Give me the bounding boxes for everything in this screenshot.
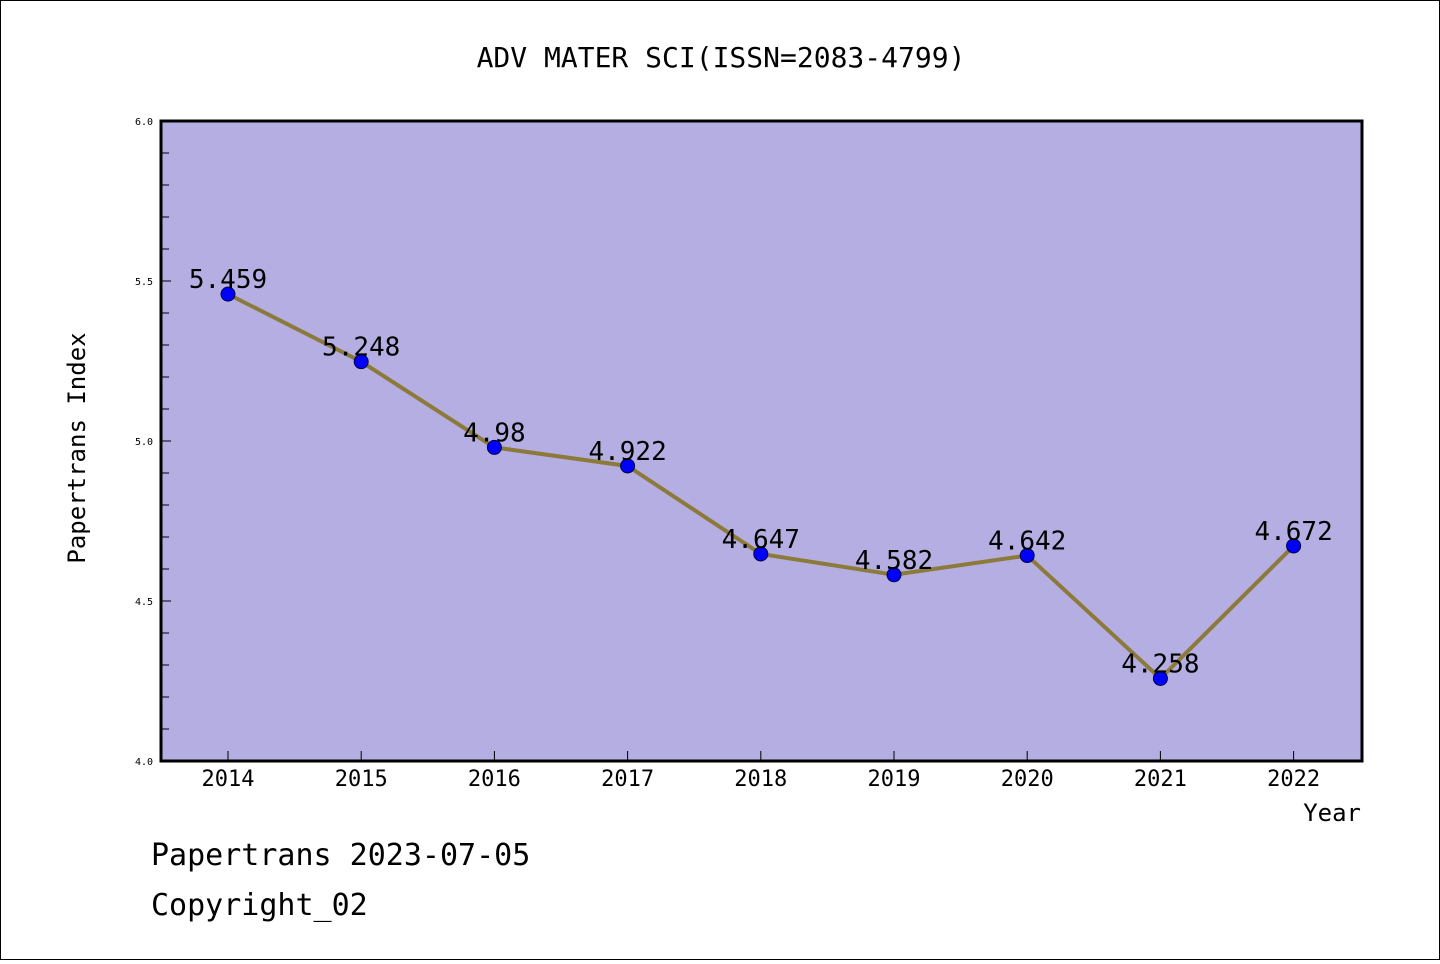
data-point-2020: [1019, 548, 1035, 564]
x-axis: 2014 2015 2016 2017 2018 2019 2020 2021 2022: [202, 751, 1320, 792]
data-point-2022: [1286, 538, 1302, 554]
x-tick-label: 2015: [335, 767, 388, 792]
footer-date: Papertrans 2023-07-05: [151, 838, 530, 873]
data-point-2016: [486, 439, 502, 455]
data-label-2016: 4.98: [463, 418, 526, 448]
x-tick-label: 2019: [868, 767, 921, 792]
data-label-2021: 4.258: [1121, 649, 1199, 679]
y-tick-label: 4.5: [135, 597, 153, 608]
chart-title: ADV MATER SCI(ISSN=2083-4799): [477, 41, 966, 74]
y-axis-label: Papertrans Index: [63, 332, 91, 563]
data-point-2021: [1152, 670, 1168, 686]
data-label-2017: 4.922: [588, 437, 666, 467]
x-axis-label: Year: [1303, 799, 1361, 827]
y-tick-label: 5.0: [135, 437, 153, 448]
x-tick-label: 2020: [1001, 767, 1054, 792]
data-label-2020: 4.642: [988, 527, 1066, 557]
y-axis: 4.0 4.5 5.0 5.5 6.0: [135, 117, 171, 768]
y-tick-label: 6.0: [135, 117, 153, 128]
x-tick-label: 2016: [468, 767, 521, 792]
data-label-2014: 5.459: [189, 265, 267, 295]
data-label-2022: 4.672: [1254, 517, 1332, 547]
data-labels: 5.459 5.248 4.98 4.922 4.647 4.582 4.642 4.258 4…: [189, 265, 1333, 679]
plot-area: [159, 119, 1364, 763]
x-tick-label: 2017: [601, 767, 654, 792]
data-label-2018: 4.647: [722, 525, 800, 555]
data-label-2019: 4.582: [855, 546, 933, 576]
data-point-2018: [753, 546, 769, 562]
y-tick-label: 4.0: [135, 757, 153, 768]
data-point-2014: [220, 286, 236, 302]
x-tick-label: 2022: [1267, 767, 1320, 792]
data-points: [220, 286, 1302, 686]
data-point-2015: [353, 354, 369, 370]
y-tick-label: 5.5: [135, 277, 153, 288]
x-tick-label: 2014: [202, 767, 255, 792]
data-point-2017: [620, 458, 636, 474]
data-point-2019: [886, 567, 902, 583]
footer-copyright: Copyright_02: [151, 888, 368, 923]
x-tick-label: 2021: [1134, 767, 1187, 792]
data-label-2015: 5.248: [322, 333, 400, 363]
x-tick-label: 2018: [734, 767, 787, 792]
